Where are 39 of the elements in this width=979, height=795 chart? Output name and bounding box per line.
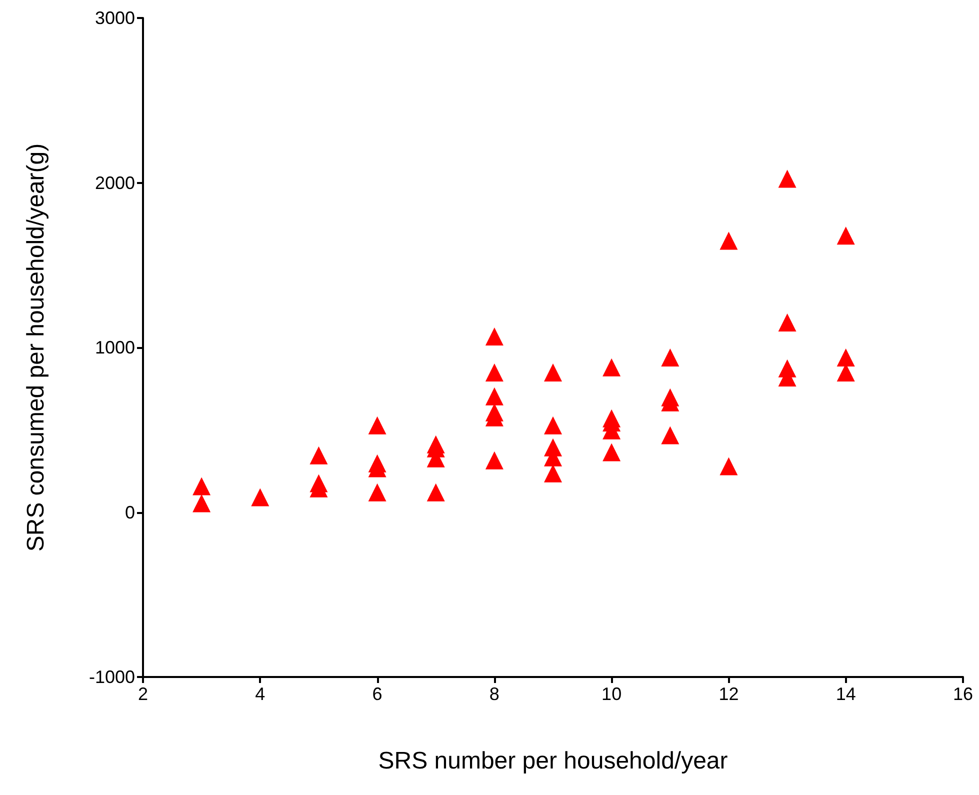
point xyxy=(192,477,211,496)
x-axis-title: SRS number per household/year xyxy=(378,748,728,774)
x-tick-label: 4 xyxy=(255,684,266,704)
point xyxy=(661,348,680,367)
x-tick-label: 6 xyxy=(372,684,382,704)
point xyxy=(720,457,738,476)
point xyxy=(661,426,680,444)
point xyxy=(426,483,445,502)
point xyxy=(778,313,796,332)
y-tick-label: 3000 xyxy=(94,8,135,28)
point xyxy=(192,494,211,512)
y-tick-label: -1000 xyxy=(88,667,135,687)
y-axis-title: SRS consumed per household/year(g) xyxy=(22,143,50,552)
y-tick-label: 0 xyxy=(124,502,135,522)
x-tick-label: 16 xyxy=(952,684,974,704)
point xyxy=(251,488,270,506)
point xyxy=(544,464,562,482)
y-tick-label: 2000 xyxy=(94,172,135,193)
point xyxy=(836,348,855,367)
point xyxy=(485,387,504,406)
x-tick-label: 14 xyxy=(836,684,856,704)
y-tick-label: 1000 xyxy=(94,338,135,358)
x-tick-label: 8 xyxy=(489,684,500,704)
x-tick-label: 10 xyxy=(602,684,622,704)
point xyxy=(368,483,386,502)
point xyxy=(778,170,796,188)
point xyxy=(602,358,621,376)
point xyxy=(485,327,504,346)
point xyxy=(602,443,621,462)
point xyxy=(368,416,386,434)
point xyxy=(310,446,328,464)
point xyxy=(544,416,562,434)
point xyxy=(836,226,855,245)
point xyxy=(485,364,504,382)
point xyxy=(485,451,504,470)
x-tick-label: 2 xyxy=(138,684,148,704)
x-tick-label: 12 xyxy=(718,684,739,704)
point xyxy=(544,364,562,382)
point xyxy=(720,232,738,250)
